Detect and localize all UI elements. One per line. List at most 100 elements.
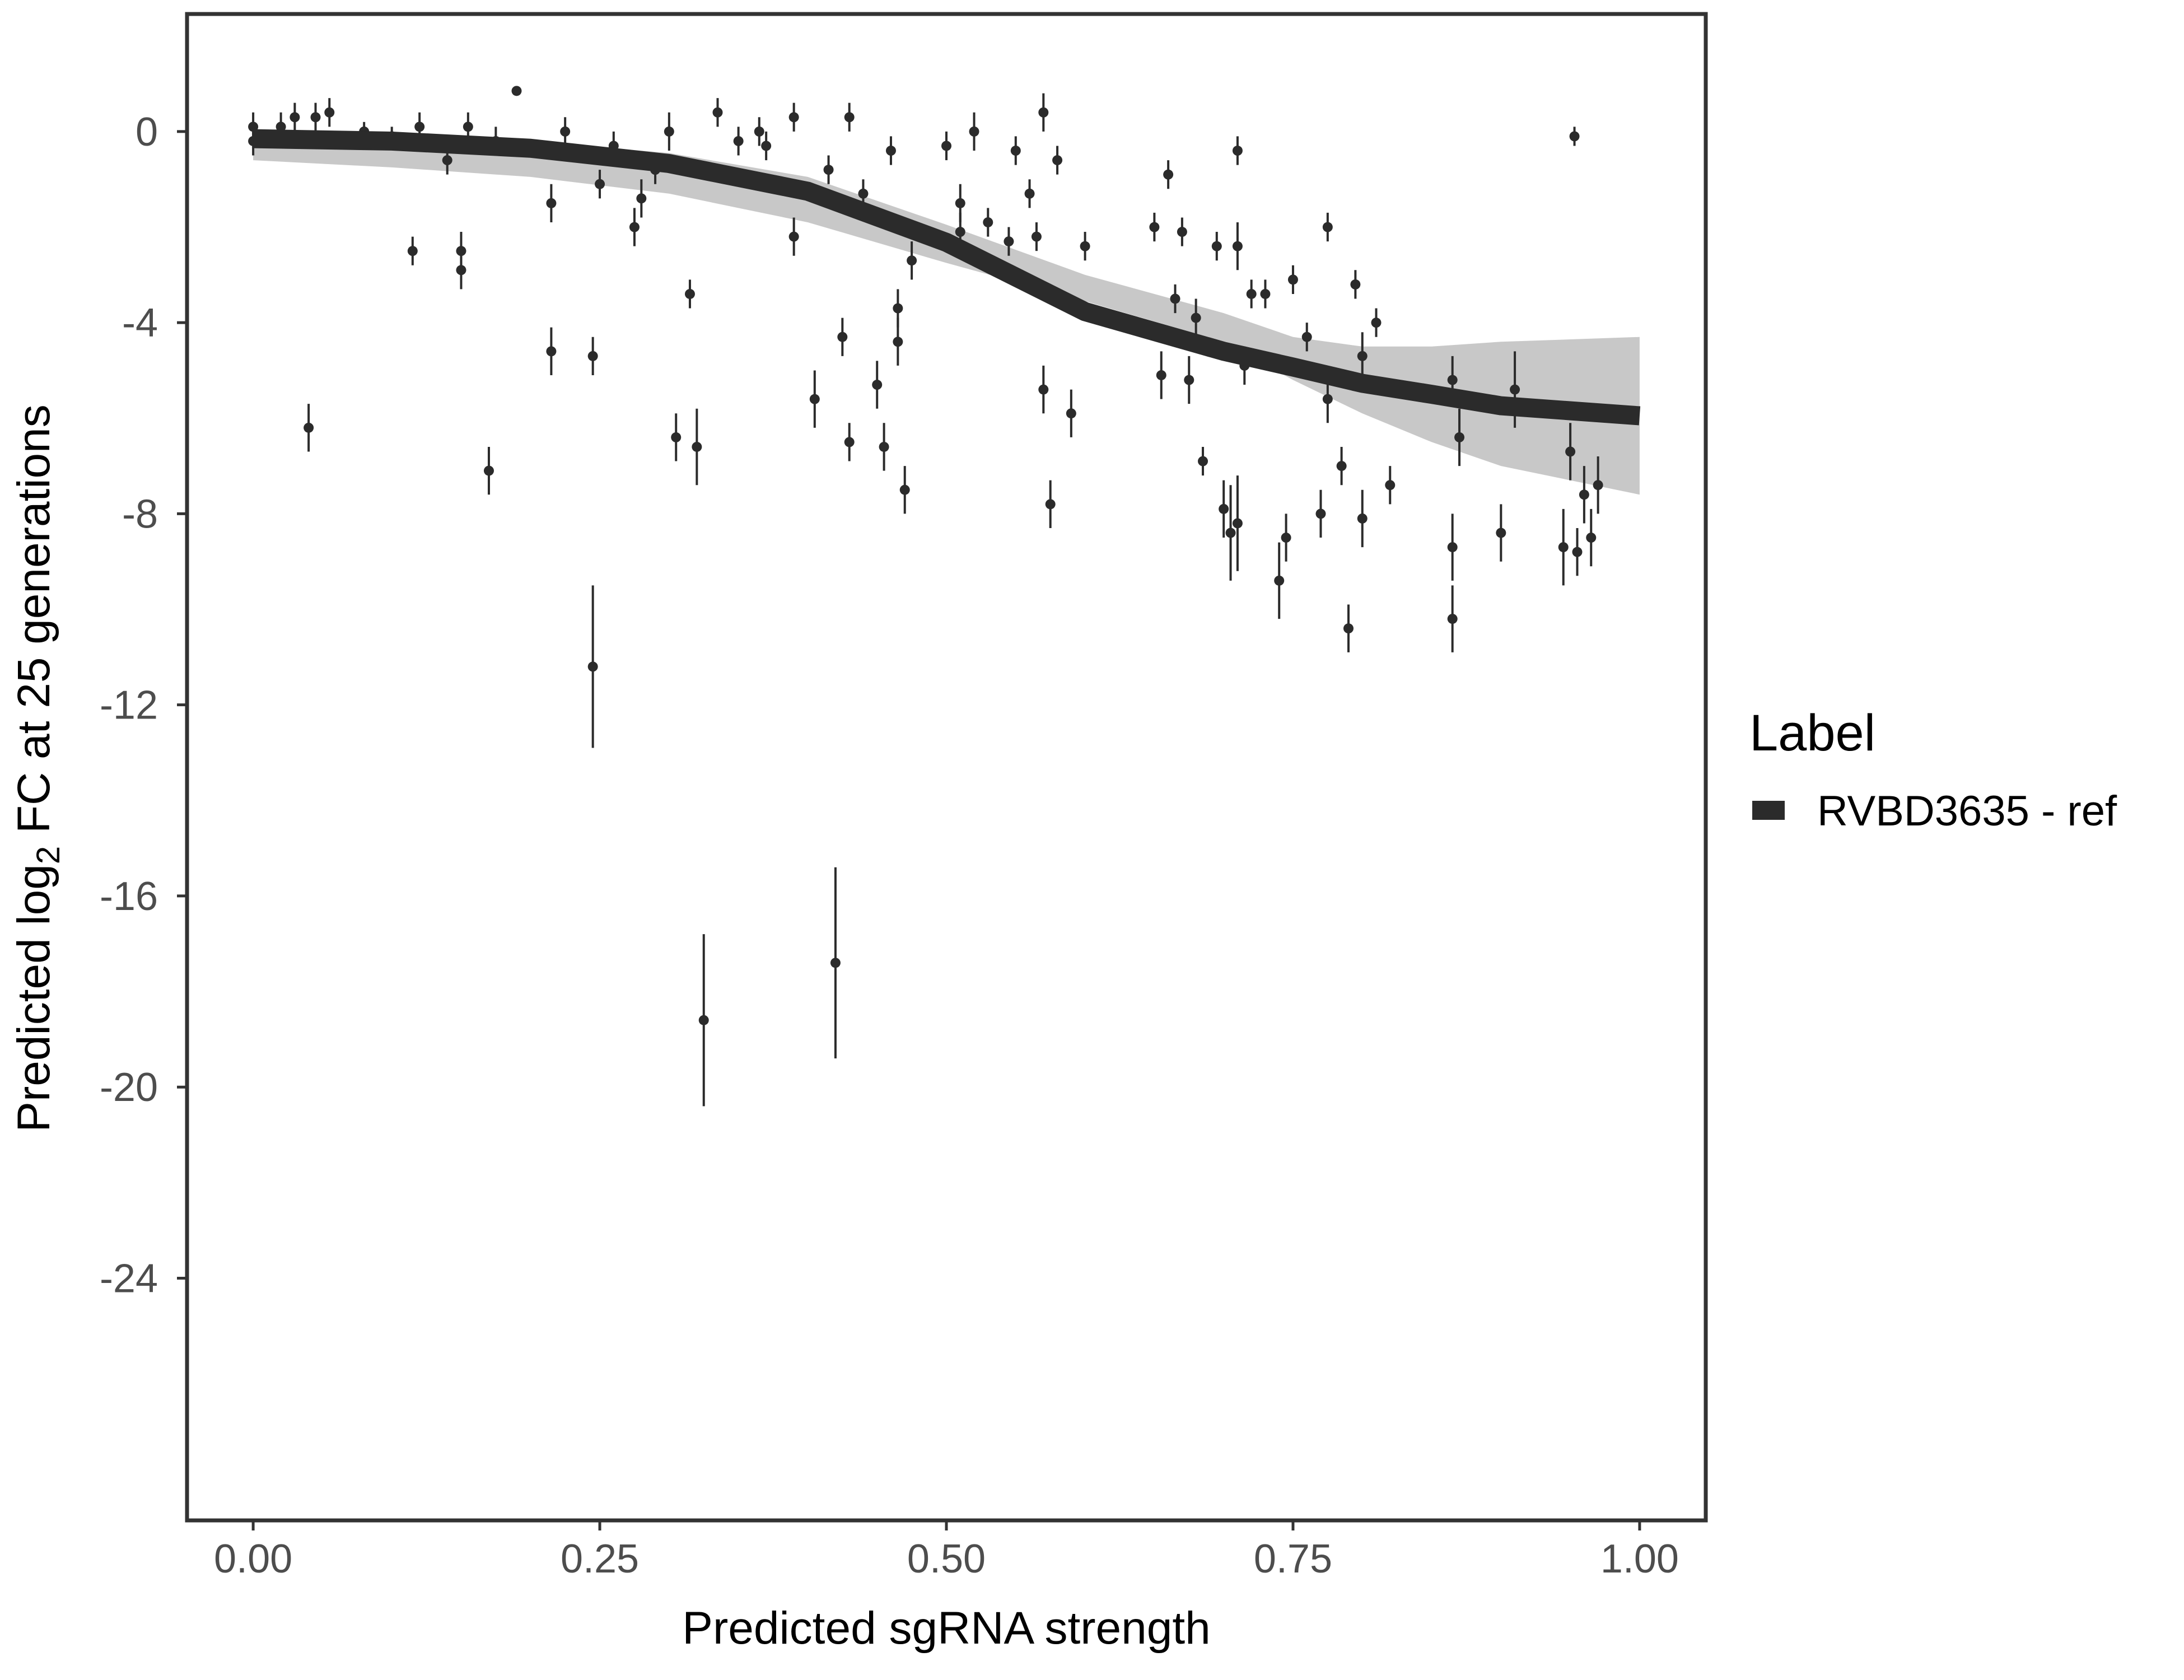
point (664, 126, 674, 137)
x-tick-label: 0.00 (214, 1537, 292, 1581)
point (1350, 279, 1361, 290)
point (560, 126, 571, 137)
point (1510, 384, 1520, 395)
point (456, 265, 466, 276)
point (1274, 575, 1285, 586)
point (1080, 241, 1090, 251)
point (546, 198, 557, 208)
point (290, 112, 300, 123)
point (1569, 131, 1580, 142)
point (1066, 408, 1076, 419)
point (1572, 547, 1583, 557)
point (511, 86, 522, 96)
point (442, 155, 452, 166)
point (1225, 528, 1236, 538)
point (1371, 318, 1382, 328)
point (324, 107, 335, 118)
panel-border (185, 12, 1708, 1523)
point (1343, 623, 1354, 634)
point (1447, 375, 1458, 385)
point (304, 422, 314, 433)
point (587, 661, 598, 672)
point (1156, 370, 1166, 380)
point (1322, 394, 1333, 404)
y-tick-label: -20 (100, 1065, 158, 1110)
point (899, 484, 910, 495)
point (1558, 542, 1569, 553)
y-tick-label: -16 (100, 874, 158, 919)
y-axis-title-part: Predicted log (8, 864, 59, 1132)
point (1045, 499, 1056, 510)
point (1454, 432, 1465, 442)
point (1232, 518, 1243, 529)
point (1287, 274, 1298, 285)
point (1211, 241, 1222, 251)
point (684, 288, 695, 299)
point (858, 188, 869, 199)
x-tick-label: 0.50 (907, 1537, 986, 1581)
point (1447, 614, 1458, 624)
point (1357, 513, 1368, 524)
point (788, 231, 799, 242)
point (879, 441, 889, 452)
point (636, 193, 647, 204)
x-tick-label: 1.00 (1600, 1537, 1679, 1581)
point (1149, 222, 1160, 232)
point (1301, 332, 1312, 342)
point (310, 112, 321, 123)
point (629, 222, 640, 232)
point (1357, 351, 1368, 361)
point (1177, 227, 1187, 237)
point (1038, 107, 1049, 118)
point (1219, 503, 1229, 514)
point (1579, 489, 1589, 500)
point (1038, 384, 1049, 395)
point (1031, 231, 1042, 242)
point (692, 441, 702, 452)
point (907, 255, 917, 266)
point (983, 217, 993, 227)
point (1024, 188, 1035, 199)
point (1447, 542, 1458, 553)
point (463, 122, 473, 132)
point (1586, 533, 1597, 543)
point (587, 351, 598, 361)
point (823, 165, 834, 175)
point (1593, 480, 1603, 491)
point (969, 126, 979, 137)
point (955, 227, 965, 237)
fit-line (253, 129, 1641, 426)
point (1281, 533, 1291, 543)
point (712, 107, 723, 118)
point (1163, 169, 1174, 180)
y-tick-label: -24 (100, 1256, 158, 1301)
point (1232, 146, 1243, 156)
point (788, 112, 799, 123)
point (941, 141, 951, 151)
y-tick-label: -8 (122, 492, 158, 536)
y-tick-label: -12 (100, 683, 158, 728)
y-axis-title: Predicted log2 FC at 25 generations (8, 404, 67, 1132)
x-axis-title: Predicted sgRNA strength (682, 1603, 1210, 1654)
point (276, 122, 286, 132)
point (1184, 375, 1194, 385)
point (1315, 508, 1326, 519)
point (483, 465, 494, 476)
point (1198, 456, 1208, 466)
point (1010, 146, 1021, 156)
point (1004, 236, 1014, 247)
point (809, 394, 820, 404)
x-tick-label: 0.25 (561, 1537, 639, 1581)
point (407, 246, 418, 256)
point (761, 141, 772, 151)
point (698, 1015, 709, 1025)
legend-title: Label (1749, 704, 1875, 762)
point (671, 432, 682, 442)
point (844, 437, 855, 447)
point (1170, 293, 1180, 304)
point (1260, 288, 1271, 299)
credible-band (253, 131, 1640, 495)
point (1052, 155, 1063, 166)
